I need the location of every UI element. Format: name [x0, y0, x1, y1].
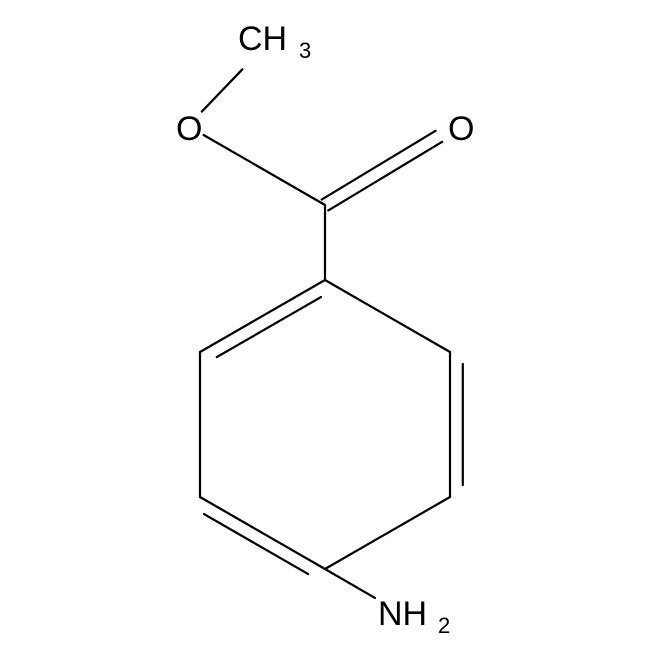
label-nh2-sub: 2 — [438, 613, 450, 638]
label-nh2: NH — [378, 595, 427, 633]
molecule-diagram: CH 3 O O NH 2 — [0, 0, 650, 650]
label-ch3-sub: 3 — [299, 38, 311, 63]
label-ch3: CH — [238, 20, 287, 58]
label-o-ether: O — [176, 110, 202, 148]
label-o-carbonyl: O — [448, 110, 474, 148]
